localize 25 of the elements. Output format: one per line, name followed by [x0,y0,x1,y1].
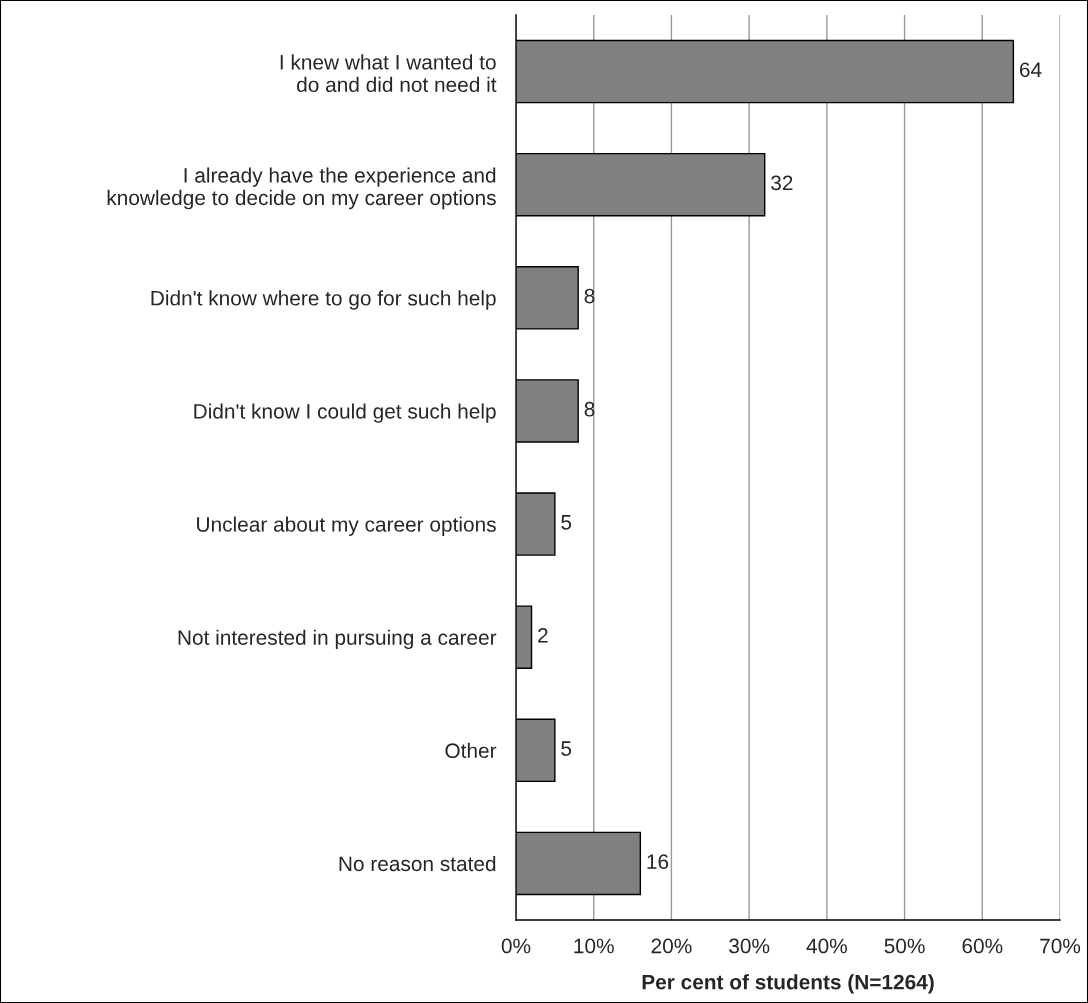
data-label: 8 [584,288,595,304]
x-tick-label: 60% [962,938,1003,954]
data-label: 64 [1019,62,1042,78]
y-tick-label: Other [445,742,497,759]
x-tick-label: 50% [884,938,925,954]
x-tick-label: 40% [806,938,847,954]
x-tick-label: 30% [729,938,770,954]
y-tick-label: Not interested in pursuing a career [178,629,497,650]
data-label: 5 [561,741,572,756]
x-tick-label: 70% [1040,938,1081,954]
x-tick-label: 0% [501,938,531,954]
data-label: 5 [561,515,572,530]
data-label: 16 [647,854,669,870]
y-tick-label: Unclear about my career options [197,516,496,536]
x-tick-label: 20% [651,938,692,954]
y-tick-label: No reason stated [339,855,496,872]
data-label: 2 [538,628,548,643]
x-tick-label: 10% [574,938,614,954]
x-axis-title: Per cent of students (N=1264) [642,974,934,994]
y-tick-label: I knew what I wanted to do and did not need it [280,54,497,93]
data-label: 8 [584,401,595,417]
data-label: 32 [771,175,793,191]
y-tick-label: Didn't know where to go for such help [151,290,496,310]
y-tick-label: I already have the experience and knowledge to decide on my career options [107,167,496,210]
y-tick-label: Didn't know I could get such help [194,403,496,423]
